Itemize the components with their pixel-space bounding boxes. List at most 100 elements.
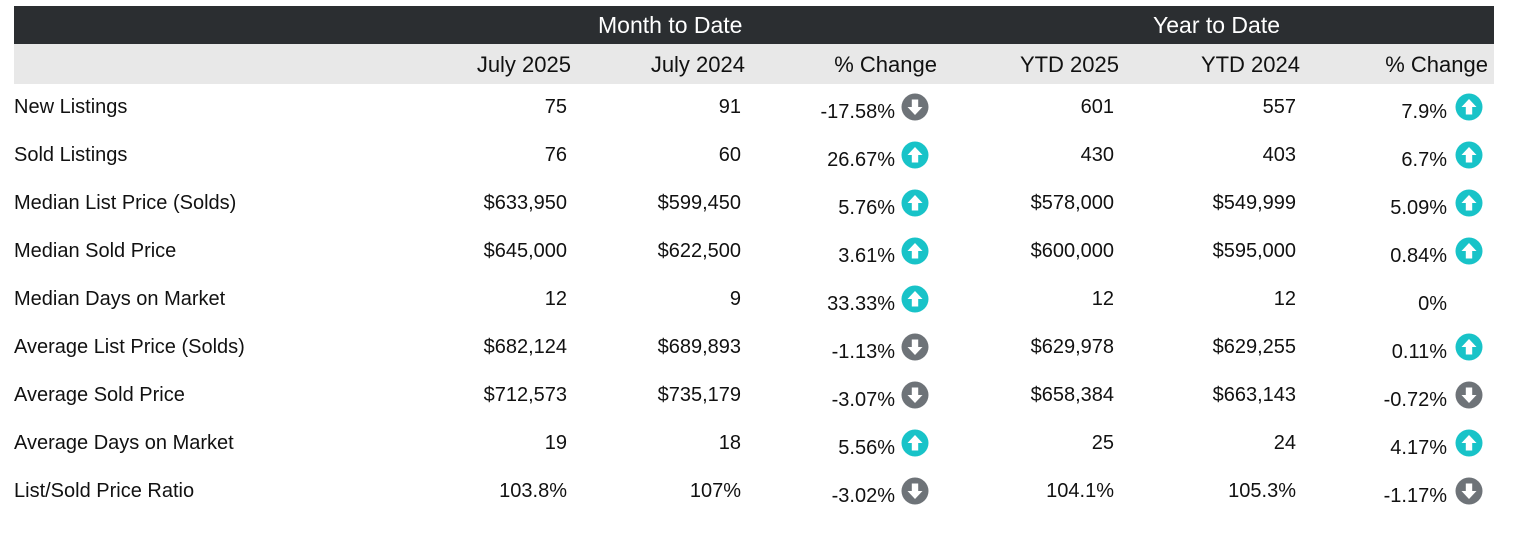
arrow-up-circle-icon [1454,92,1484,122]
table-row: Median Days on Market 12 9 33.33% 12 12 0% [14,276,1494,324]
month-change-value: -3.02% [831,485,895,507]
ytd-current-value: $578,000 [1030,192,1114,214]
year-to-date-heading: Year to Date [1153,12,1281,38]
month-current-value: $682,124 [483,336,567,358]
arrow-up-circle-icon [900,428,930,458]
month-previous-value: $689,893 [657,336,741,358]
ytd-change-value: 4.17% [1390,437,1447,459]
ytd-previous-value: 557 [1262,96,1296,118]
arrow-up-circle-icon [1454,332,1484,362]
ytd-current-value: 12 [1091,288,1114,310]
row-label: Median Days on Market [14,288,226,310]
table-row: Average Sold Price $712,573 $735,179 -3.07%… [14,372,1494,420]
month-current-value: 12 [544,288,567,310]
month-change-value: 33.33% [827,293,895,315]
ytd-change-value: 7.9% [1401,101,1447,123]
month-change-value: 5.56% [838,437,895,459]
month-previous-value: 107% [689,480,741,502]
month-current-value: 76 [544,144,567,166]
row-label: New Listings [14,96,128,118]
month-current-value: $712,573 [483,384,567,406]
ytd-previous-value: $629,255 [1212,336,1296,358]
ytd-change-value: 0% [1418,293,1447,315]
ytd-previous-value: 105.3% [1228,480,1296,502]
table-row: Median List Price (Solds) $633,950 $599,45… [14,180,1494,228]
month-current-value: $645,000 [483,240,567,262]
row-label: Median Sold Price [14,240,177,262]
market-stats-table: Month to Date Year to Date July 2025 Jul… [14,6,1494,516]
ytd-current-value: 430 [1080,144,1114,166]
arrow-up-circle-icon [1454,236,1484,266]
month-previous-value: 91 [718,96,741,118]
table-row: New Listings 75 91 -17.58% 601 557 7.9% [14,84,1494,132]
col-header-july-2025: July 2025 [476,52,571,77]
month-current-value: 19 [544,432,567,454]
arrow-down-circle-icon [900,332,930,362]
arrow-up-circle-icon [900,188,930,218]
month-change-value: -1.13% [831,341,895,363]
arrow-up-circle-icon [900,140,930,170]
month-change-value: -3.07% [831,389,895,411]
ytd-previous-value: $595,000 [1212,240,1296,262]
row-label: Average List Price (Solds) [14,336,245,358]
ytd-previous-value: $663,143 [1212,384,1296,406]
col-header-ytd-change: % Change [1385,52,1488,77]
arrow-down-circle-icon [900,380,930,410]
ytd-current-value: $629,978 [1030,336,1114,358]
arrow-up-circle-icon [900,284,930,314]
ytd-change-value: -1.17% [1383,485,1447,507]
ytd-previous-value: 403 [1262,144,1296,166]
ytd-current-value: $600,000 [1030,240,1114,262]
ytd-previous-value: $549,999 [1212,192,1296,214]
arrow-up-circle-icon [1454,428,1484,458]
month-change-value: 3.61% [838,245,895,267]
month-change-value: 5.76% [838,197,895,219]
arrow-down-circle-icon [1454,380,1484,410]
ytd-previous-value: 12 [1273,288,1296,310]
col-header-ytd-2024: YTD 2024 [1200,52,1300,77]
month-change-value: 26.67% [827,149,895,171]
month-to-date-heading: Month to Date [598,12,743,38]
row-label: Average Sold Price [14,384,185,406]
ytd-current-value: 601 [1080,96,1114,118]
month-previous-value: $735,179 [657,384,741,406]
arrow-down-circle-icon [900,476,930,506]
arrow-down-circle-icon [900,92,930,122]
col-header-ytd-2025: YTD 2025 [1019,52,1119,77]
month-change-value: -17.58% [820,101,896,123]
ytd-change-value: 6.7% [1401,149,1447,171]
col-header-mtd-change: % Change [834,52,937,77]
col-header-july-2024: July 2024 [650,52,745,77]
month-current-value: $633,950 [483,192,567,214]
month-previous-value: $622,500 [657,240,741,262]
table-row: Average List Price (Solds) $682,124 $689,8… [14,324,1494,372]
month-current-value: 75 [544,96,567,118]
ytd-change-value: -0.72% [1383,389,1447,411]
arrow-up-circle-icon [1454,188,1484,218]
row-label: Average Days on Market [14,432,234,454]
ytd-current-value: $658,384 [1030,384,1114,406]
month-previous-value: $599,450 [657,192,741,214]
table-body: New Listings 75 91 -17.58% 601 557 7.9% Sold Li… [14,84,1494,516]
table-row: Sold Listings 76 60 26.67% 430 403 6.7% [14,132,1494,180]
month-previous-value: 18 [718,432,741,454]
table-row: List/Sold Price Ratio 103.8% 107% -3.02% 104… [14,468,1494,516]
row-label: Median List Price (Solds) [14,192,237,214]
ytd-previous-value: 24 [1273,432,1296,454]
table-row: Median Sold Price $645,000 $622,500 3.61% $6… [14,228,1494,276]
row-label: Sold Listings [14,144,128,166]
month-previous-value: 60 [718,144,741,166]
arrow-down-circle-icon [1454,476,1484,506]
group-header-bar: Month to Date Year to Date [14,6,1494,44]
arrow-up-circle-icon [1454,140,1484,170]
ytd-change-value: 0.11% [1391,341,1447,363]
ytd-current-value: 25 [1091,432,1114,454]
ytd-change-value: 0.84% [1390,245,1447,267]
ytd-current-value: 104.1% [1046,480,1114,502]
month-current-value: 103.8% [499,480,567,502]
row-label: List/Sold Price Ratio [14,480,195,502]
table-row: Average Days on Market 19 18 5.56% 25 24 4.17% [14,420,1494,468]
month-previous-value: 9 [729,288,741,310]
column-header-row: July 2025 July 2024 % Change YTD 2025 YT… [14,44,1494,84]
ytd-change-value: 5.09% [1390,197,1447,219]
